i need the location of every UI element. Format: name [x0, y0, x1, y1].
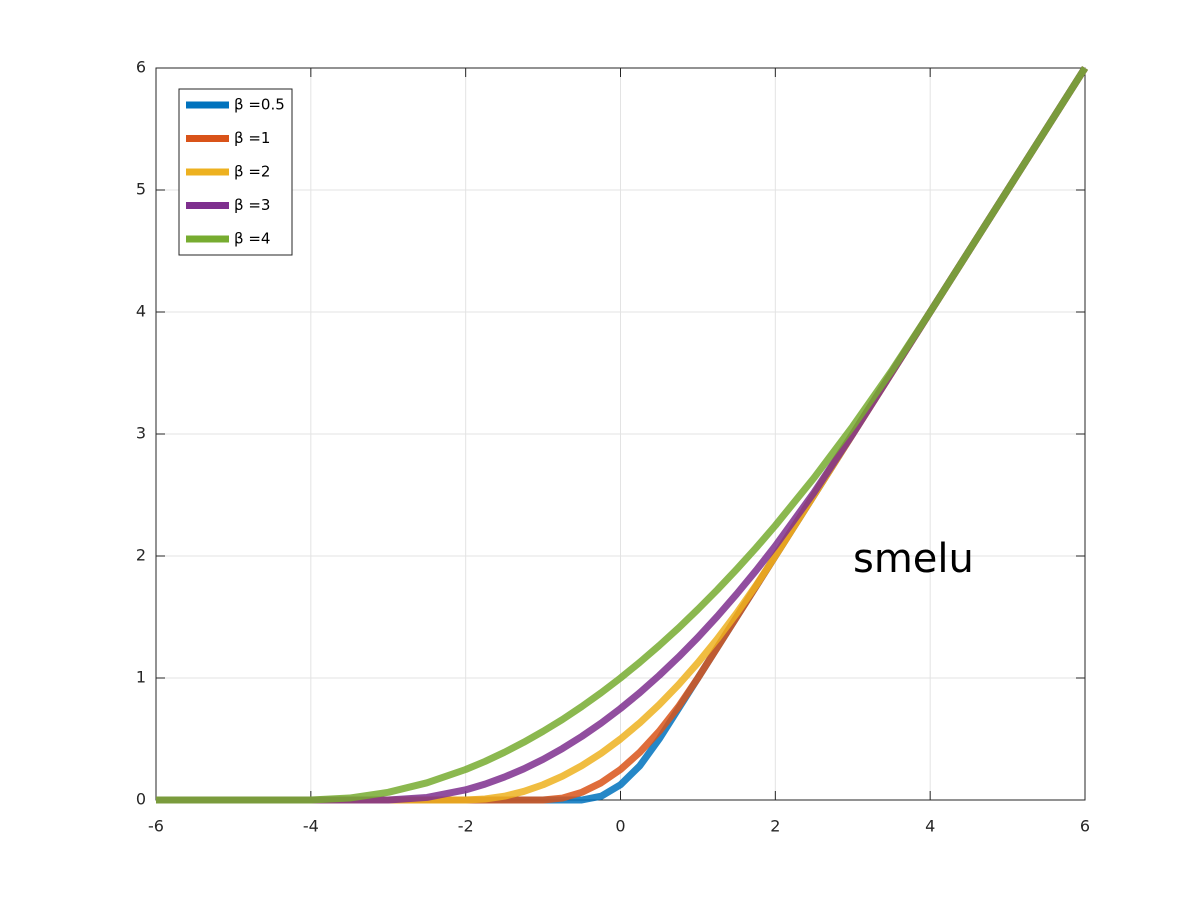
line-series — [156, 66, 1088, 804]
legend-label: β =0.5 — [234, 96, 285, 114]
annotation: smelu — [853, 536, 974, 582]
y-tick-label: 5 — [136, 180, 146, 199]
legend-label: β =4 — [234, 230, 270, 248]
y-tick-label: 1 — [136, 668, 146, 687]
y-tick-label: 4 — [136, 302, 146, 321]
x-tick-label: 2 — [770, 817, 780, 836]
y-tick-label: 0 — [136, 790, 146, 809]
y-tick-label: 3 — [136, 424, 146, 443]
x-tick-label: 6 — [1080, 817, 1090, 836]
line-series — [156, 66, 1088, 804]
legend-label: β =2 — [234, 163, 270, 181]
y-tick-label: 6 — [136, 58, 146, 77]
x-tick-label: -4 — [303, 817, 319, 836]
x-tick-label: -2 — [458, 817, 474, 836]
legend-label: β =3 — [234, 196, 270, 214]
y-tick-label: 2 — [136, 546, 146, 565]
x-tick-label: 0 — [615, 817, 625, 836]
x-tick-label: -6 — [148, 817, 164, 836]
legend-label: β =1 — [234, 129, 270, 147]
x-tick-label: 4 — [925, 817, 935, 836]
